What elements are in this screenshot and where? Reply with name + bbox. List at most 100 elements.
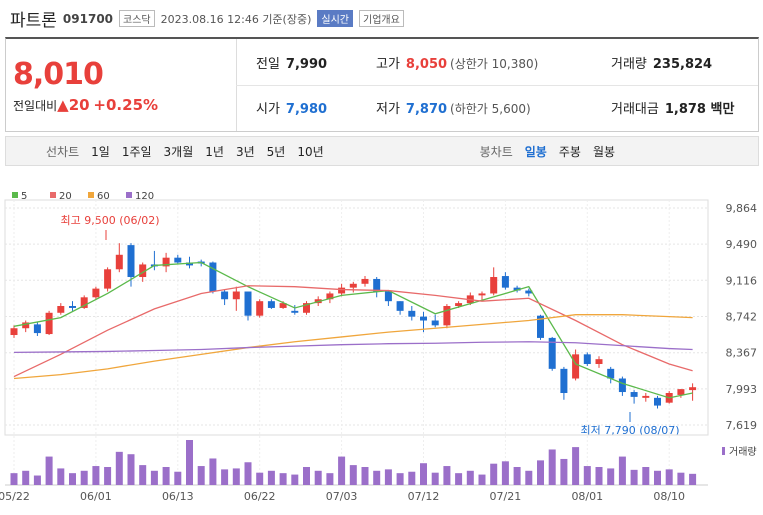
y-tick-label: 8,367 (726, 347, 758, 360)
candle-body (338, 287, 346, 294)
candle-body (665, 393, 673, 403)
volume-bar (104, 467, 112, 485)
candle-body (525, 290, 533, 294)
volume-bar (618, 456, 626, 485)
cell-label: 거래대금 (611, 102, 659, 117)
candle-body (232, 291, 240, 300)
volume-bar (127, 454, 135, 485)
y-tick-label: 9,864 (726, 202, 758, 215)
cell-value: 235,824 (652, 57, 713, 72)
period-tab[interactable]: 3년 (235, 144, 255, 159)
candle-body (478, 293, 486, 296)
candle-body (420, 316, 427, 321)
candle-body (22, 322, 30, 329)
volume-bar (513, 467, 521, 485)
period-tab[interactable]: 1주일 (121, 144, 152, 159)
candle-body (150, 264, 158, 267)
volume-bar (408, 471, 416, 485)
candle-body (139, 264, 147, 278)
volume-bar (455, 473, 463, 485)
volume-bar (279, 473, 287, 485)
cell-value: 1,878 백만 (664, 102, 735, 117)
company-button[interactable]: 기업개요 (359, 10, 404, 27)
volume-bar (326, 473, 334, 485)
candle-body (279, 303, 287, 308)
low-annotation: 최저 7,790 (08/07) (580, 424, 679, 437)
candle-body (162, 257, 170, 267)
volume-bar (22, 470, 30, 485)
volume-bar (373, 470, 381, 485)
candle-body (384, 291, 392, 302)
quote-cell: 거래량 235,824 (611, 53, 712, 72)
divider (236, 85, 758, 86)
candle-body (80, 297, 88, 308)
candle-tab[interactable]: 주봉 (558, 144, 581, 159)
volume-bar (314, 470, 322, 485)
quote-cell: 거래대금 1,878 백만 (611, 98, 734, 117)
candle-body (396, 301, 404, 311)
candle-body (127, 245, 135, 278)
volume-bar (384, 469, 392, 485)
volume-bar (221, 469, 229, 485)
y-tick-label: 8,742 (726, 310, 758, 323)
candle-body (642, 395, 650, 398)
period-tab[interactable]: 1년 (205, 144, 224, 159)
cell-label: 저가 (376, 102, 400, 117)
candle-body (174, 257, 182, 263)
volume-bar (244, 462, 252, 485)
ma-line (13, 261, 693, 399)
quote-cell: 저가 7,870 (하한가 5,600) (376, 98, 531, 117)
volume-bar (665, 469, 673, 485)
candle-body (186, 262, 193, 266)
candle-body (513, 287, 521, 291)
y-tick-label: 7,619 (726, 419, 758, 432)
volume-bar (537, 460, 544, 485)
volume-bar (186, 440, 193, 485)
legend-label: 60 (97, 191, 110, 202)
volume-bar (548, 449, 556, 485)
candle-body (291, 310, 299, 313)
candle-body (45, 312, 53, 335)
volume-bar (396, 473, 404, 485)
candle-body (466, 295, 474, 304)
candle-body (654, 397, 661, 406)
candle-body (115, 254, 123, 270)
realtime-button[interactable]: 실시간 (317, 10, 353, 27)
volume-bar (431, 472, 439, 485)
candle-body (560, 368, 568, 394)
candle-body (326, 293, 334, 300)
change-label: 전일대비 (13, 99, 58, 113)
cell-sub: (상한가 10,380) (450, 57, 539, 71)
period-tab[interactable]: 5년 (266, 144, 286, 159)
volume-legend: 거래량 (729, 446, 757, 458)
period-tab[interactable]: 3개월 (163, 144, 194, 159)
candle-tab[interactable]: 월봉 (592, 144, 616, 159)
ma-line (13, 285, 693, 378)
period-tab[interactable]: 1일 (91, 144, 110, 159)
volume-bar (466, 470, 474, 485)
legend-swatch (126, 192, 132, 198)
candle-body (267, 301, 275, 308)
volume-bar (630, 469, 638, 485)
volume-bar (420, 463, 427, 485)
candle-label: 봉차트 (479, 144, 513, 159)
period-tab[interactable]: 10년 (297, 144, 324, 159)
candle-body (209, 262, 217, 292)
candle-body (69, 306, 76, 308)
volume-bar (677, 472, 685, 485)
quote-cell: 전일 7,990 (256, 53, 327, 72)
candle-body (583, 354, 591, 365)
volume-bar (150, 470, 158, 485)
candle-tab[interactable]: 일봉 (524, 144, 547, 159)
candle-body (33, 324, 41, 334)
ma-line (13, 341, 693, 354)
legend-label: 20 (59, 191, 72, 202)
plot-frame (4, 199, 709, 436)
volume-bar (57, 468, 65, 485)
volume-bar (443, 466, 451, 485)
candle-body (689, 387, 697, 391)
volume-bar (209, 458, 217, 485)
volume-bar (291, 474, 299, 485)
candle-body (431, 320, 439, 326)
